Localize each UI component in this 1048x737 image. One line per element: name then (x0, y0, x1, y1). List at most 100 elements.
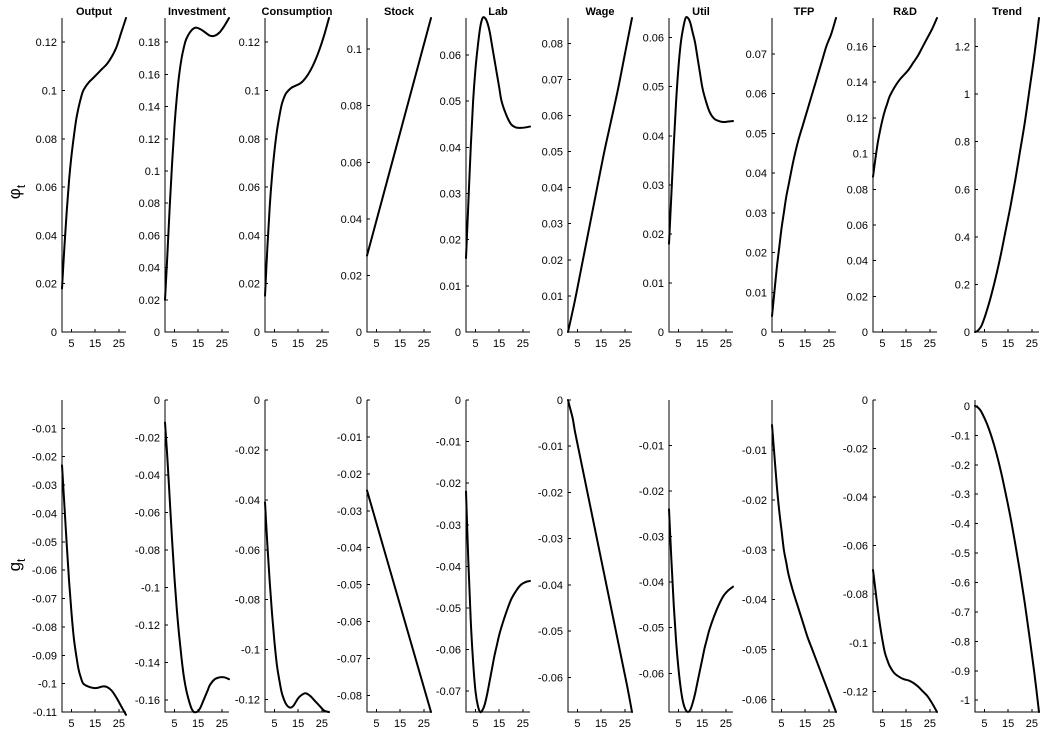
y-tick-label: 0.18 (139, 37, 160, 49)
x-tick-label: 15 (595, 718, 607, 730)
y-tick-label: 0.06 (341, 157, 362, 169)
x-tick-label: 15 (493, 338, 505, 350)
y-tick-label: 0 (254, 395, 260, 407)
x-tick-label: 25 (619, 338, 631, 350)
x-tick-label: 25 (113, 338, 125, 350)
axis-lines (164, 18, 229, 333)
y-tick-label: -0.04 (843, 492, 868, 504)
y-tick-label: 0.08 (341, 101, 362, 113)
y-tick-label: -0.14 (135, 657, 160, 669)
x-tick-label: 5 (271, 338, 277, 350)
series-line (567, 17, 633, 333)
axis-lines (974, 18, 1039, 333)
x-tick-label: 15 (595, 338, 607, 350)
y-tick-label: 0.05 (542, 147, 563, 159)
y-tick-label: -0.04 (32, 508, 57, 520)
y-tick-label: 0.02 (847, 291, 868, 303)
y-tick-label: 0.01 (440, 281, 461, 293)
axis-lines (872, 18, 937, 333)
y-tick-label: -0.9 (951, 666, 970, 678)
y-tick-label: -0.06 (742, 695, 767, 707)
y-tick-label: -0.12 (235, 695, 260, 707)
y-tick-label: -0.07 (32, 594, 57, 606)
y-tick-label: 0.08 (542, 38, 563, 50)
panel-title: Stock (384, 6, 415, 18)
y-tick-label: 0.1 (347, 44, 362, 56)
x-tick-label: 25 (113, 718, 125, 730)
series-line (872, 17, 938, 178)
series-line (771, 423, 837, 713)
series-line (974, 404, 1040, 713)
panel-g-8: -0.12 -0.1 -0.08 -0.06 -0.04 -0.02 0 5 15 25 (843, 395, 938, 730)
y-tick-label: -0.05 (32, 537, 57, 549)
y-tick-label: 0.1 (245, 85, 260, 97)
y-tick-label: 0 (356, 327, 362, 339)
y-tick-label: -0.11 (33, 707, 57, 719)
x-tick-label: 5 (472, 338, 478, 350)
series-line (61, 464, 127, 716)
x-tick-label: 15 (900, 718, 912, 730)
axis-lines (974, 400, 1039, 713)
x-tick-label: 5 (171, 718, 177, 730)
y-tick-label: 0.05 (643, 82, 664, 94)
y-tick-label: 0.07 (746, 49, 767, 61)
y-tick-label: 0.12 (847, 113, 868, 125)
panel-g-5: -0.06 -0.05 -0.04 -0.03 -0.02 -0.01 0 5 15 25 (538, 395, 633, 730)
y-tick-label: 0.02 (341, 270, 362, 282)
x-tick-label: 15 (89, 718, 101, 730)
panel-title: Wage (586, 6, 615, 18)
y-tick-label: 0.06 (36, 182, 57, 194)
y-tick-label: 0 (964, 327, 970, 339)
series-line (465, 16, 531, 260)
y-tick-label: 0 (51, 327, 57, 339)
y-tick-label: -0.04 (337, 543, 362, 555)
y-tick-label: 0.07 (542, 74, 563, 86)
y-tick-label: -0.02 (538, 487, 563, 499)
x-tick-label: 15 (192, 718, 204, 730)
y-tick-label: -0.7 (951, 607, 970, 619)
y-tick-label: -0.03 (639, 532, 664, 544)
y-tick-label: -0.07 (337, 653, 362, 665)
x-tick-label: 15 (696, 338, 708, 350)
y-tick-label: 0.1 (145, 166, 160, 178)
y-tick-label: 0.01 (643, 278, 664, 290)
y-tick-label: -0.06 (235, 545, 260, 557)
panel-title: R&D (893, 6, 917, 18)
y-tick-label: 0 (557, 395, 563, 407)
y-tick-label: 0.02 (542, 255, 563, 267)
y-tick-label: -0.06 (843, 541, 868, 553)
y-tick-label: 0 (761, 327, 767, 339)
y-tick-label: 0.06 (440, 50, 461, 62)
y-tick-label: -0.07 (436, 686, 461, 698)
x-tick-label: 25 (720, 718, 732, 730)
y-tick-label: 0 (154, 327, 160, 339)
y-tick-label: -0.06 (639, 668, 664, 680)
y-tick-label: 0.05 (746, 128, 767, 140)
panel-title: Output (76, 6, 112, 18)
series-line (668, 508, 734, 713)
y-tick-label: -0.4 (951, 519, 970, 531)
y-tick-label: 0.02 (643, 229, 664, 241)
axis-lines (771, 18, 836, 333)
y-tick-label: -0.04 (235, 495, 260, 507)
y-tick-label: 0.08 (239, 134, 260, 146)
y-tick-label: 0 (964, 401, 970, 413)
x-tick-label: 15 (1002, 718, 1014, 730)
x-tick-label: 15 (900, 338, 912, 350)
y-tick-label: 0.04 (36, 230, 57, 242)
y-tick-label: -0.02 (843, 444, 868, 456)
y-tick-label: 0.02 (239, 279, 260, 291)
x-tick-label: 5 (778, 338, 784, 350)
axis-lines (668, 400, 733, 713)
y-tick-label: 0.16 (847, 42, 868, 54)
y-tick-label: 0.4 (955, 232, 970, 244)
y-tick-label: 0.02 (746, 248, 767, 260)
y-tick-label: -0.04 (135, 470, 160, 482)
x-tick-label: 15 (696, 718, 708, 730)
axis-lines (264, 400, 329, 713)
y-tick-label: -0.05 (742, 645, 767, 657)
y-tick-label: 0 (862, 327, 868, 339)
y-tick-label: -0.12 (843, 686, 868, 698)
